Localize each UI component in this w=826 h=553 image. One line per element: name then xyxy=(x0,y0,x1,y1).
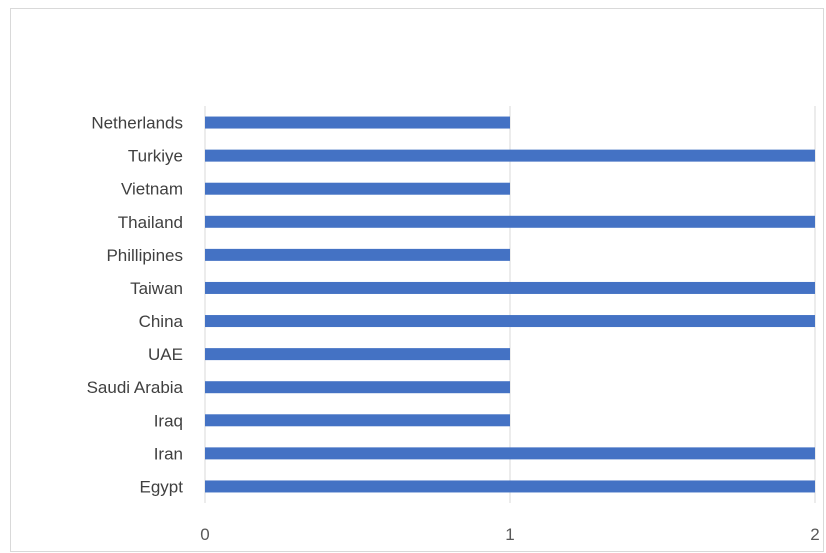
x-tick-label-0: 0 xyxy=(200,525,209,544)
category-label-uae: UAE xyxy=(148,345,183,364)
category-label-thailand: Thailand xyxy=(118,213,183,232)
bar-turkiye xyxy=(205,149,815,162)
bar-saudi-arabia xyxy=(205,381,510,394)
bar-china xyxy=(205,315,815,328)
bar-iran xyxy=(205,447,815,460)
bar-thailand xyxy=(205,215,815,228)
category-label-china: China xyxy=(139,312,184,331)
chart-area xyxy=(10,8,824,552)
category-label-vietnam: Vietnam xyxy=(121,180,183,199)
bar-taiwan xyxy=(205,281,815,294)
category-label-iraq: Iraq xyxy=(154,411,183,430)
category-label-egypt: Egypt xyxy=(140,477,184,496)
bar-vietnam xyxy=(205,182,510,195)
bar-egypt xyxy=(205,480,815,493)
category-label-saudi-arabia: Saudi Arabia xyxy=(87,378,184,397)
bar-phillipines xyxy=(205,248,510,261)
x-tick-label-2: 2 xyxy=(810,525,819,544)
category-label-iran: Iran xyxy=(154,444,183,463)
bar-netherlands xyxy=(205,116,510,129)
x-tick-label-1: 1 xyxy=(505,525,514,544)
category-label-turkiye: Turkiye xyxy=(128,147,183,166)
category-label-phillipines: Phillipines xyxy=(106,246,183,265)
bar-uae xyxy=(205,348,510,361)
bar-iraq xyxy=(205,414,510,427)
category-label-taiwan: Taiwan xyxy=(130,279,183,298)
category-label-netherlands: Netherlands xyxy=(91,114,183,133)
